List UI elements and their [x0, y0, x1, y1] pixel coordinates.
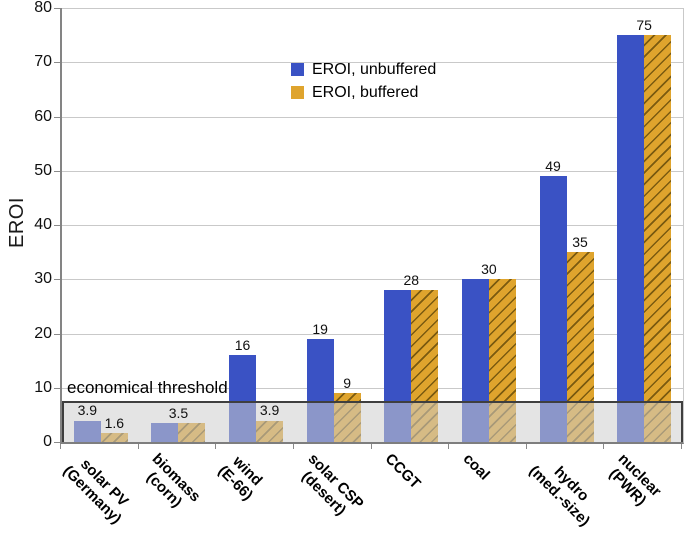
legend: EROI, unbuffered EROI, buffered	[291, 61, 436, 106]
y-tick-label-40: 40	[34, 216, 52, 233]
value-label-buffered-2: 3.9	[259, 402, 280, 419]
x-category-label-0: solar PV (Germany)	[59, 451, 136, 528]
y-tick-mark-30	[54, 279, 60, 281]
x-tick-mark-2	[215, 444, 217, 449]
legend-swatch-unbuffered-icon	[291, 63, 304, 77]
value-label-shared-1: 3.5	[168, 404, 189, 421]
legend-swatch-buffered-icon	[291, 85, 304, 99]
x-category-label-3: solar CSP (desert)	[292, 450, 366, 525]
x-category-label-2: wind (E-66)	[214, 451, 267, 504]
y-tick-label-20: 20	[34, 324, 52, 342]
value-label-shared-5: 30	[481, 260, 497, 277]
y-tick-label-50: 50	[34, 161, 52, 179]
value-label-shared-7: 75	[636, 16, 652, 33]
x-category-label-6: hydro (med.-size)	[525, 451, 604, 530]
x-category-label-5: coal	[459, 450, 493, 484]
y-tick-mark-40	[54, 225, 60, 226]
bar-unbuffered-7	[617, 35, 645, 442]
legend-label-buffered: EROI, buffered	[312, 83, 419, 101]
x-category-label-4: CCGT	[381, 450, 425, 493]
y-tick-label-30: 30	[34, 270, 52, 288]
y-tick-mark-70	[54, 62, 60, 64]
legend-item-buffered: EROI, buffered	[291, 84, 436, 102]
y-tick-mark-10	[54, 387, 60, 389]
x-tick-mark-6	[525, 444, 527, 449]
x-category-label-7: nuclear (PWR)	[602, 450, 665, 512]
gridline-y-40	[62, 225, 683, 226]
x-category-label-line: coal	[459, 450, 493, 484]
y-tick-label-70: 70	[34, 53, 52, 71]
gridline-y-50	[62, 170, 683, 172]
bar-unbuffered-6	[539, 176, 567, 442]
value-label-unbuffered-6: 49	[545, 157, 561, 174]
gridline-y-30	[62, 279, 683, 281]
y-tick-mark-80	[54, 8, 60, 9]
x-tick-mark-8	[681, 444, 682, 449]
value-label-unbuffered-3: 19	[312, 320, 328, 337]
x-tick-mark-0	[60, 444, 61, 449]
gridline-y-80	[62, 8, 683, 9]
x-tick-mark-7	[603, 444, 605, 449]
threshold-label: economical threshold	[67, 378, 228, 398]
legend-label-unbuffered: EROI, unbuffered	[312, 61, 437, 78]
y-tick-mark-20	[54, 333, 60, 335]
legend-item-unbuffered: EROI, unbuffered	[291, 61, 436, 79]
x-tick-mark-3	[292, 444, 294, 449]
y-tick-label-10: 10	[34, 378, 52, 396]
plot-area: economical threshold 3.9 1.6 3.5 16 3.9 19 9 28…	[60, 8, 684, 444]
x-tick-mark-5	[448, 444, 450, 449]
x-category-label-line: CCGT	[381, 450, 425, 493]
gridline-y-70	[62, 62, 683, 64]
value-label-buffered-0: 1.6	[104, 414, 125, 431]
value-label-buffered-3: 9	[343, 374, 352, 391]
y-tick-label-60: 60	[34, 107, 52, 125]
value-label-unbuffered-2: 16	[234, 336, 251, 353]
y-tick-label-0: 0	[43, 433, 52, 450]
gridline-y-60	[62, 116, 683, 118]
bar-buffered-7	[644, 35, 672, 442]
x-tick-mark-4	[370, 444, 372, 449]
x-tick-mark-1	[137, 444, 139, 449]
threshold-band	[62, 401, 683, 442]
value-label-buffered-6: 35	[572, 233, 588, 250]
y-tick-mark-0	[54, 442, 60, 443]
x-category-label-1: biomass (corn)	[137, 450, 204, 518]
value-label-unbuffered-0: 3.9	[77, 402, 98, 419]
y-tick-label-80: 80	[34, 0, 52, 16]
gridline-y-10	[62, 387, 683, 389]
gridline-y-20	[62, 333, 683, 335]
y-tick-mark-60	[54, 116, 60, 118]
value-label-shared-4: 28	[403, 271, 420, 288]
y-tick-mark-50	[54, 170, 60, 172]
